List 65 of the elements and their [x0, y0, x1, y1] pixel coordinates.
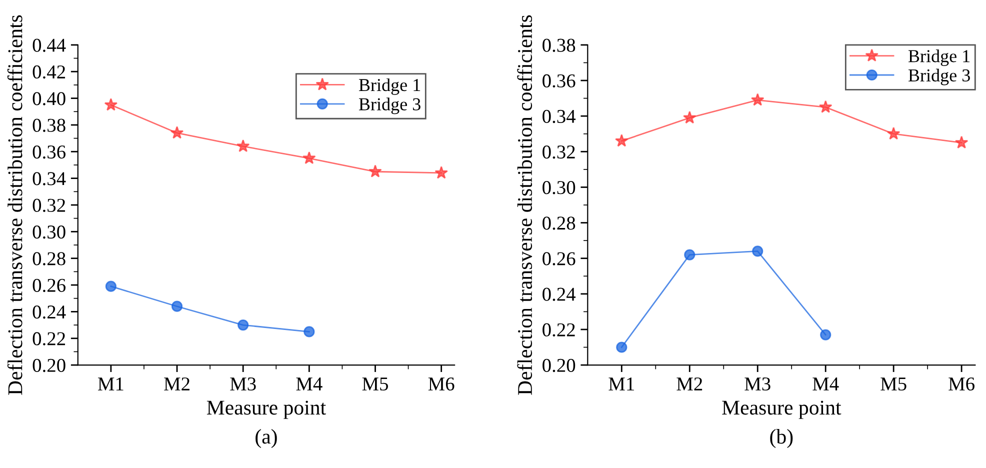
x-axis-title: Measure point: [722, 400, 842, 419]
text: (b): [770, 429, 793, 448]
point: [238, 319, 249, 331]
x-tick-label: M2: [164, 377, 190, 390]
y-tick-label: 0.40: [32, 92, 66, 106]
y-tick-label: 0.32: [32, 198, 66, 212]
x-tick-label: M4: [812, 378, 839, 390]
point: [615, 134, 628, 147]
point: [616, 342, 628, 353]
y-tick-label: 0.34: [542, 110, 576, 124]
y-tick-label: 0.22: [32, 332, 66, 346]
y-axis-title: Deflection transverse distribution coefficients: [7, 15, 22, 395]
point: [104, 98, 118, 111]
x-tick-label: M1: [98, 378, 124, 390]
x-tick-label: M4: [296, 378, 322, 390]
legend-label: Bridge 1: [908, 50, 970, 66]
x-tick-label: M2: [676, 377, 702, 390]
y-tick-label: 0.34: [32, 172, 66, 186]
point: [750, 93, 764, 106]
x-tick-label: M5: [362, 378, 388, 391]
point: [171, 300, 183, 312]
point: [682, 110, 696, 124]
x-tick-label: M6: [948, 377, 974, 391]
text: (a): [256, 429, 277, 448]
y-tick-label: 0.38: [32, 118, 66, 132]
y-tick-label: 0.22: [542, 323, 575, 336]
y-tick-label: 0.28: [32, 252, 66, 266]
x-tick-label: M5: [880, 378, 906, 391]
y-tick-label: 0.20: [542, 358, 576, 372]
point: [954, 136, 968, 148]
point: [302, 151, 316, 164]
y-axis-title: Deflection transverse distribution coefficients: [517, 15, 532, 395]
y-tick-label: 0.36: [542, 74, 576, 88]
x-tick-label: M3: [230, 377, 256, 391]
y-tick-label: 0.38: [542, 38, 576, 52]
point: [368, 164, 382, 178]
y-tick-label: 0.24: [32, 306, 66, 319]
point: [105, 280, 116, 292]
y-tick-label: 0.24: [542, 288, 576, 301]
x-tick-label: M3: [744, 377, 770, 391]
point: [886, 126, 900, 140]
point: [304, 326, 315, 338]
y-tick-label: 0.20: [32, 358, 66, 372]
y-tick-label: 0.44: [32, 38, 66, 52]
point: [684, 249, 696, 260]
point: [170, 126, 184, 139]
y-tick-label: 0.30: [542, 181, 576, 194]
y-tick-label: 0.26: [542, 252, 576, 266]
y-tick-label: 0.30: [32, 225, 66, 239]
x-axis-title: Measure point: [206, 400, 326, 419]
y-tick-label: 0.32: [542, 145, 575, 159]
legend-label: Bridge 1: [358, 78, 420, 95]
y-tick-label: 0.36: [32, 145, 66, 159]
legend-label: Bridge 3: [358, 98, 420, 114]
y-tick-label: 0.28: [542, 216, 576, 230]
x-tick-label: M1: [608, 378, 634, 390]
y-tick-label: 0.42: [32, 65, 66, 79]
point: [820, 329, 832, 340]
y-tick-label: 0.26: [32, 278, 66, 292]
legend-label: Bridge 3: [908, 68, 970, 86]
point: [752, 246, 764, 257]
point: [236, 139, 250, 152]
x-tick-label: M6: [428, 377, 454, 391]
point: [434, 166, 448, 179]
point: [818, 100, 832, 113]
